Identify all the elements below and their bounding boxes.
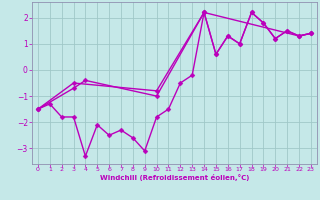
X-axis label: Windchill (Refroidissement éolien,°C): Windchill (Refroidissement éolien,°C) [100, 174, 249, 181]
